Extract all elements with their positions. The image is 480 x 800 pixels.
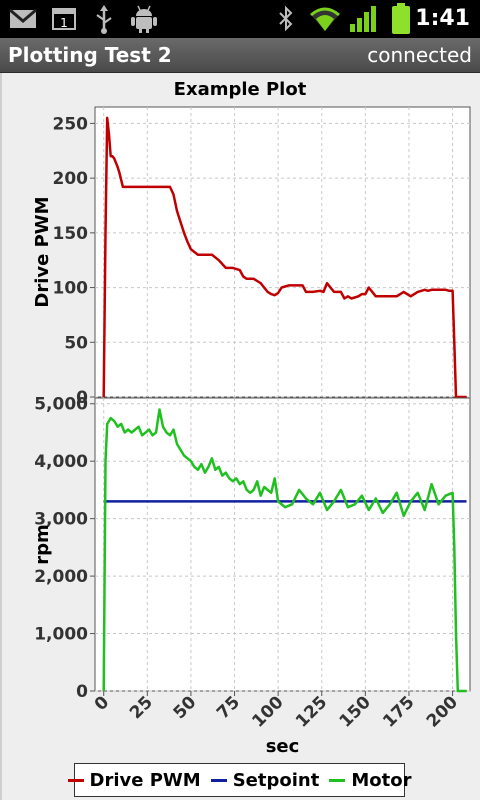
legend-entry-drive-pwm: Drive PWM <box>67 769 201 791</box>
rpm-ytick-label-1000: 1,000 <box>34 625 88 645</box>
android-debug-icon <box>131 5 157 33</box>
battery-icon <box>392 3 410 34</box>
drive-pwm-plot-background <box>94 106 471 398</box>
notification-count-icon[interactable]: 1 <box>50 0 80 38</box>
legend-swatch-drive-pwm <box>67 778 84 782</box>
drive-pwm-plot[interactable]: 0 50 100 150 200 250 Drive PWM <box>32 106 471 408</box>
legend-label-motor: Motor <box>351 769 412 791</box>
drive-pwm-ytick-label-200: 200 <box>53 169 89 189</box>
sec-xtick-label-125: 125 <box>292 692 331 731</box>
rpm-ytick-label-0: 0 <box>76 682 88 702</box>
drive-pwm-ytick-label-0: 0 <box>76 388 88 408</box>
drive-pwm-axis-title: Drive PWM <box>32 196 53 307</box>
sec-xtick-label-75: 75 <box>213 692 244 723</box>
rpm-grid <box>95 398 470 692</box>
sec-axis-title: sec <box>266 736 300 757</box>
bluetooth-icon <box>279 5 293 32</box>
wifi-icon <box>310 7 340 31</box>
clock: 1:41 <box>415 6 470 31</box>
rpm-axis-title: rpm <box>32 524 53 565</box>
legend-label-drive-pwm: Drive PWM <box>89 769 201 791</box>
drive-pwm-y-ticks: 0 50 100 150 200 250 <box>53 114 95 408</box>
connection-status: connected <box>367 43 472 67</box>
legend-entry-motor: Motor <box>329 770 411 791</box>
drive-pwm-ytick-label-150: 150 <box>53 224 89 244</box>
drive-pwm-series-group <box>102 116 467 399</box>
chart-title: Example Plot <box>174 79 307 100</box>
rpm-ytick-label-3000: 3,000 <box>34 510 88 530</box>
rpm-ytick-label-4000: 4,000 <box>34 452 88 472</box>
rpm-ytick-label-5000: 5,000 <box>34 395 88 415</box>
title-bar: Plotting Test 2 connected <box>0 38 480 73</box>
sec-xtick-label-25: 25 <box>126 692 157 723</box>
rpm-plot-background <box>94 397 471 692</box>
legend: Drive PWM Setpoint Motor <box>67 763 411 797</box>
drive-pwm-ytick-label-250: 250 <box>53 114 89 134</box>
series-motor-line <box>102 408 467 693</box>
drive-pwm-ytick-label-100: 100 <box>53 279 89 299</box>
legend-entry-setpoint: Setpoint <box>210 769 320 791</box>
sec-xtick-label-50: 50 <box>170 692 201 723</box>
rpm-plot[interactable]: 0 1,000 2,000 3,000 4,000 5,000 0 25 50 75 100 125… <box>32 395 471 757</box>
gmail-icon[interactable] <box>8 0 40 38</box>
rpm-series-group <box>102 408 467 693</box>
sec-xtick-label-200: 200 <box>423 692 462 731</box>
sec-xtick-label-175: 175 <box>379 692 418 731</box>
rpm-y-ticks: 0 1,000 2,000 3,000 4,000 5,000 <box>34 395 95 702</box>
usb-icon <box>96 5 112 34</box>
sec-xtick-label-0: 0 <box>91 692 114 715</box>
legend-swatch-motor <box>329 778 346 782</box>
drive-pwm-ytick-label-50: 50 <box>64 333 88 353</box>
rpm-ytick-label-2000: 2,000 <box>34 567 88 587</box>
app-title: Plotting Test 2 <box>8 43 172 67</box>
series-drive-pwm-line <box>102 116 467 399</box>
sec-xtick-label-150: 150 <box>336 692 375 731</box>
drive-pwm-grid <box>95 107 470 398</box>
status-bar: 1 1:41 <box>0 0 480 38</box>
notification-count: 1 <box>60 16 68 30</box>
legend-label-setpoint: Setpoint <box>232 769 320 791</box>
legend-swatch-setpoint <box>210 778 227 782</box>
sec-xtick-label-100: 100 <box>248 692 287 731</box>
sec-x-ticks: 0 25 50 75 100 125 150 175 200 <box>91 691 462 732</box>
signal-icon <box>350 6 376 32</box>
